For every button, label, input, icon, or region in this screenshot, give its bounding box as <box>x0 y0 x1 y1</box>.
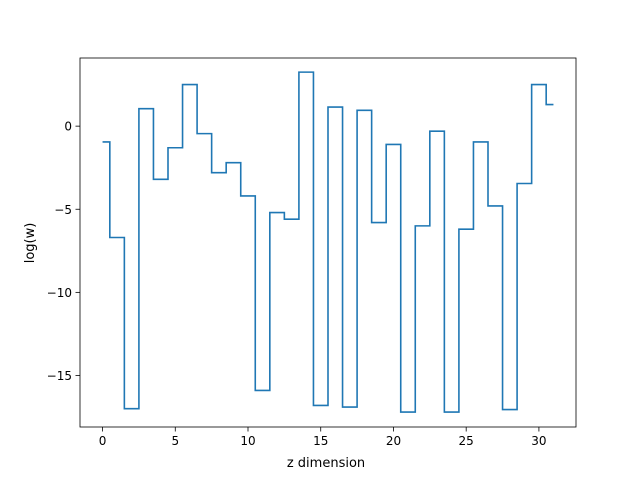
plot-layer <box>102 71 554 413</box>
axes-frame <box>79 57 577 428</box>
x-tick-label-30: 30 <box>531 434 546 448</box>
x-axis-label: z dimension <box>287 456 365 471</box>
y-tick-label--15: −15 <box>47 369 72 383</box>
y-tick-label-0: 0 <box>64 120 72 134</box>
x-tick-label-15: 15 <box>313 434 328 448</box>
x-tick-label-25: 25 <box>459 434 474 448</box>
y-tick-label--5: −5 <box>54 203 72 217</box>
y-axis-label: log(w) <box>23 223 38 264</box>
x-tick-label-10: 10 <box>240 434 255 448</box>
x-tick-label-0: 0 <box>99 434 107 448</box>
x-tick-label-5: 5 <box>171 434 179 448</box>
x-tick-label-20: 20 <box>386 434 401 448</box>
axes-layer: 0 5 10 15 20 25 30 0 −5 −10 −15 <box>47 57 577 448</box>
series-line <box>102 71 554 413</box>
y-tick-label--10: −10 <box>47 286 72 300</box>
